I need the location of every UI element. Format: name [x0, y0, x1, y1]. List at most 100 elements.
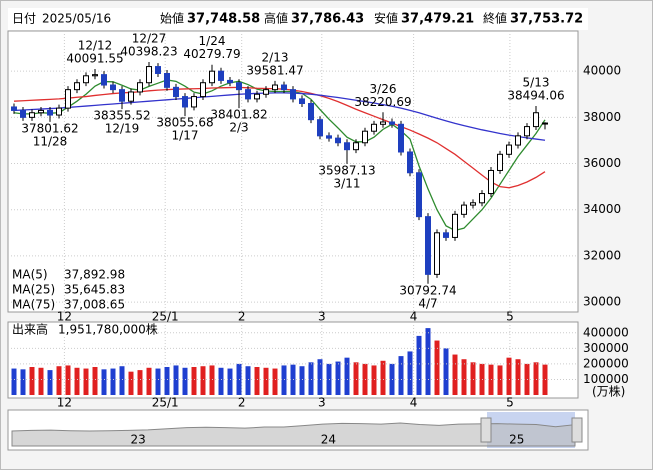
volume-title-bg: [9, 323, 157, 337]
volume-bar: [398, 356, 404, 395]
x-tick-label: 2: [238, 396, 246, 410]
annotation-date: 11/28: [33, 134, 68, 148]
legend-name: MA(75): [12, 298, 55, 312]
volume-bar: [506, 357, 512, 395]
candle-body: [380, 121, 386, 125]
candle-body: [497, 153, 503, 171]
candle-body: [245, 89, 251, 100]
candle-body: [299, 98, 305, 105]
annotation-date: 2/13: [262, 50, 289, 64]
volume-bar: [425, 328, 431, 395]
candle-body: [515, 135, 521, 146]
candle-body: [452, 213, 458, 238]
candle-body: [434, 232, 440, 275]
y-tick-label: 34000: [583, 202, 621, 216]
candle-body: [56, 107, 62, 116]
candle-body: [425, 216, 431, 275]
volume-bar: [281, 365, 287, 395]
candle-body: [506, 144, 512, 155]
annotation-value: 40091.55: [66, 52, 123, 66]
volume-bar: [83, 368, 89, 395]
candle-body: [227, 79, 233, 84]
annotation-value: 39581.47: [246, 63, 303, 77]
candle-body: [155, 66, 161, 74]
annotation-value: 30792.74: [399, 283, 456, 297]
candle-body: [326, 135, 332, 139]
candle-body: [389, 121, 395, 125]
volume-bar: [110, 368, 116, 395]
candle-body: [407, 151, 413, 174]
candle-body: [362, 130, 368, 144]
volume-bar: [443, 348, 449, 395]
y-tick-label: 36000: [583, 156, 621, 170]
x-tick-label: 2: [238, 310, 246, 324]
volume-title: 出来高: [12, 322, 48, 337]
candle-body: [200, 82, 206, 98]
candle-body: [11, 106, 17, 111]
header-label: 終値: [483, 11, 507, 26]
volume-bar: [344, 357, 350, 395]
volume-bar: [461, 359, 467, 395]
navigator-area: [11, 422, 576, 447]
candle-body: [65, 89, 71, 109]
navigator-handle-left[interactable]: [480, 417, 492, 443]
volume-bar: [452, 354, 458, 395]
volume-bar: [515, 359, 521, 395]
volume-bar: [434, 340, 440, 395]
volume-bar: [200, 366, 206, 395]
x-tick-label: 25/1: [152, 310, 179, 324]
volume-tick-label: 100000: [583, 372, 629, 386]
navigator-tick-label: 23: [131, 433, 146, 447]
y-tick-label: 38000: [583, 110, 621, 124]
candle-body: [20, 109, 26, 118]
volume-bar: [119, 366, 125, 395]
volume-bar: [137, 370, 143, 395]
volume-bar: [209, 365, 215, 395]
y-tick-label: 40000: [583, 64, 621, 78]
candle-body: [335, 137, 341, 144]
volume-tick-label: 400000: [583, 325, 629, 339]
candle-body: [164, 72, 170, 88]
annotation-value: 38355.52: [93, 109, 150, 123]
header-label: 始値: [160, 11, 184, 26]
header-value: 37,786.43: [291, 12, 364, 27]
y-tick-label: 30000: [583, 295, 621, 309]
candle-body: [218, 70, 224, 81]
x-tick-label: 12: [57, 310, 72, 324]
candle-body: [182, 96, 188, 108]
header-value: 37,748.58: [187, 12, 260, 27]
volume-bar: [164, 367, 170, 395]
candle-body: [533, 112, 539, 128]
annotation-date: 12/27: [132, 31, 167, 45]
volume-bar: [92, 367, 98, 395]
volume-bar: [20, 369, 26, 395]
annotation-date: 1/24: [199, 34, 226, 48]
candle-body: [137, 82, 143, 93]
y-tick-label: 32000: [583, 248, 621, 262]
candle-body: [74, 82, 80, 91]
volume-bar: [128, 371, 134, 395]
legend-name: MA(5): [12, 268, 48, 282]
navigator-handle-right[interactable]: [571, 417, 583, 443]
annotation-date: 1/17: [172, 129, 199, 143]
candle-body: [173, 86, 179, 98]
x-tick-label: 5: [506, 396, 514, 410]
volume-bar: [470, 362, 476, 395]
candle-body: [308, 103, 314, 121]
volume-tick-label: 300000: [583, 341, 629, 355]
annotation-date: 12/19: [105, 122, 140, 136]
candle-body: [443, 232, 449, 238]
annotation-value: 38055.68: [156, 116, 213, 130]
candle-body: [38, 109, 44, 114]
x-tick-label: 3: [318, 310, 326, 324]
candle-body: [344, 142, 350, 151]
candle-body: [542, 122, 548, 125]
volume-bar: [191, 367, 197, 395]
volume-bar: [146, 367, 152, 395]
volume-bar: [182, 367, 188, 395]
annotation-date: 12/12: [78, 39, 113, 53]
candle-body: [191, 96, 197, 108]
volume-bar: [371, 365, 377, 395]
volume-bar: [65, 365, 71, 395]
